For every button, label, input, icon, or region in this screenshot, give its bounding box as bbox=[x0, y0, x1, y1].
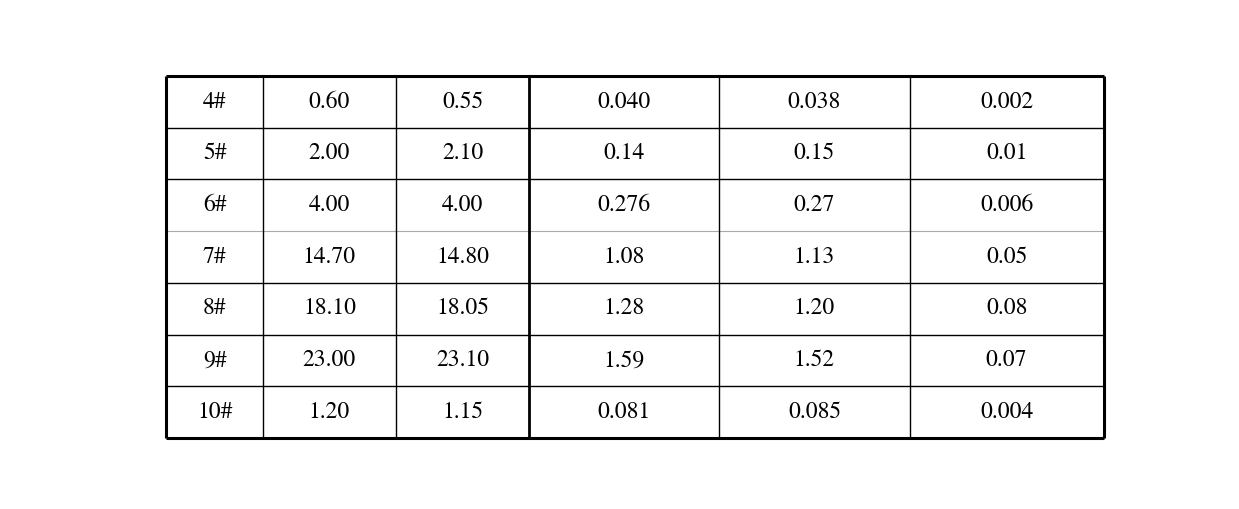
Text: 0.006: 0.006 bbox=[980, 194, 1033, 216]
Text: 1.15: 1.15 bbox=[442, 402, 483, 423]
Text: 5#: 5# bbox=[203, 143, 227, 164]
Text: 18.05: 18.05 bbox=[436, 298, 489, 320]
Text: 10#: 10# bbox=[197, 402, 233, 423]
Text: 0.07: 0.07 bbox=[986, 350, 1027, 371]
Text: 1.08: 1.08 bbox=[603, 246, 644, 268]
Text: 0.60: 0.60 bbox=[309, 91, 351, 112]
Text: 8#: 8# bbox=[203, 298, 227, 320]
Text: 0.004: 0.004 bbox=[980, 402, 1033, 423]
Text: 0.27: 0.27 bbox=[794, 194, 835, 216]
Text: 0.08: 0.08 bbox=[986, 298, 1027, 320]
Text: 0.085: 0.085 bbox=[788, 402, 841, 423]
Text: 0.276: 0.276 bbox=[597, 194, 650, 216]
Text: 0.05: 0.05 bbox=[986, 246, 1027, 268]
Text: 7#: 7# bbox=[203, 246, 227, 268]
Text: 23.00: 23.00 bbox=[302, 350, 356, 371]
Text: 0.15: 0.15 bbox=[794, 143, 835, 164]
Text: 4.00: 4.00 bbox=[442, 194, 483, 216]
Text: 0.038: 0.038 bbox=[788, 91, 841, 112]
Text: 14.70: 14.70 bbox=[302, 246, 356, 268]
Text: 1.20: 1.20 bbox=[794, 298, 835, 320]
Text: 1.28: 1.28 bbox=[603, 298, 644, 320]
Text: 0.55: 0.55 bbox=[442, 91, 483, 112]
Text: 4#: 4# bbox=[203, 91, 227, 112]
Text: 0.01: 0.01 bbox=[986, 143, 1027, 164]
Text: 0.14: 0.14 bbox=[603, 143, 644, 164]
Text: 0.002: 0.002 bbox=[980, 91, 1033, 112]
Text: 6#: 6# bbox=[203, 194, 227, 216]
Text: 0.040: 0.040 bbox=[597, 91, 650, 112]
Text: 4.00: 4.00 bbox=[309, 194, 351, 216]
Text: 1.20: 1.20 bbox=[309, 402, 351, 423]
Text: 23.10: 23.10 bbox=[436, 350, 489, 371]
Text: 18.10: 18.10 bbox=[304, 298, 356, 320]
Text: 0.081: 0.081 bbox=[597, 402, 650, 423]
Text: 1.52: 1.52 bbox=[794, 350, 835, 371]
Text: 1.13: 1.13 bbox=[794, 246, 835, 268]
Text: 2.10: 2.10 bbox=[442, 143, 483, 164]
Text: 9#: 9# bbox=[203, 350, 227, 371]
Text: 2.00: 2.00 bbox=[309, 143, 351, 164]
Text: 14.80: 14.80 bbox=[436, 246, 489, 268]
Text: 1.59: 1.59 bbox=[603, 350, 644, 371]
